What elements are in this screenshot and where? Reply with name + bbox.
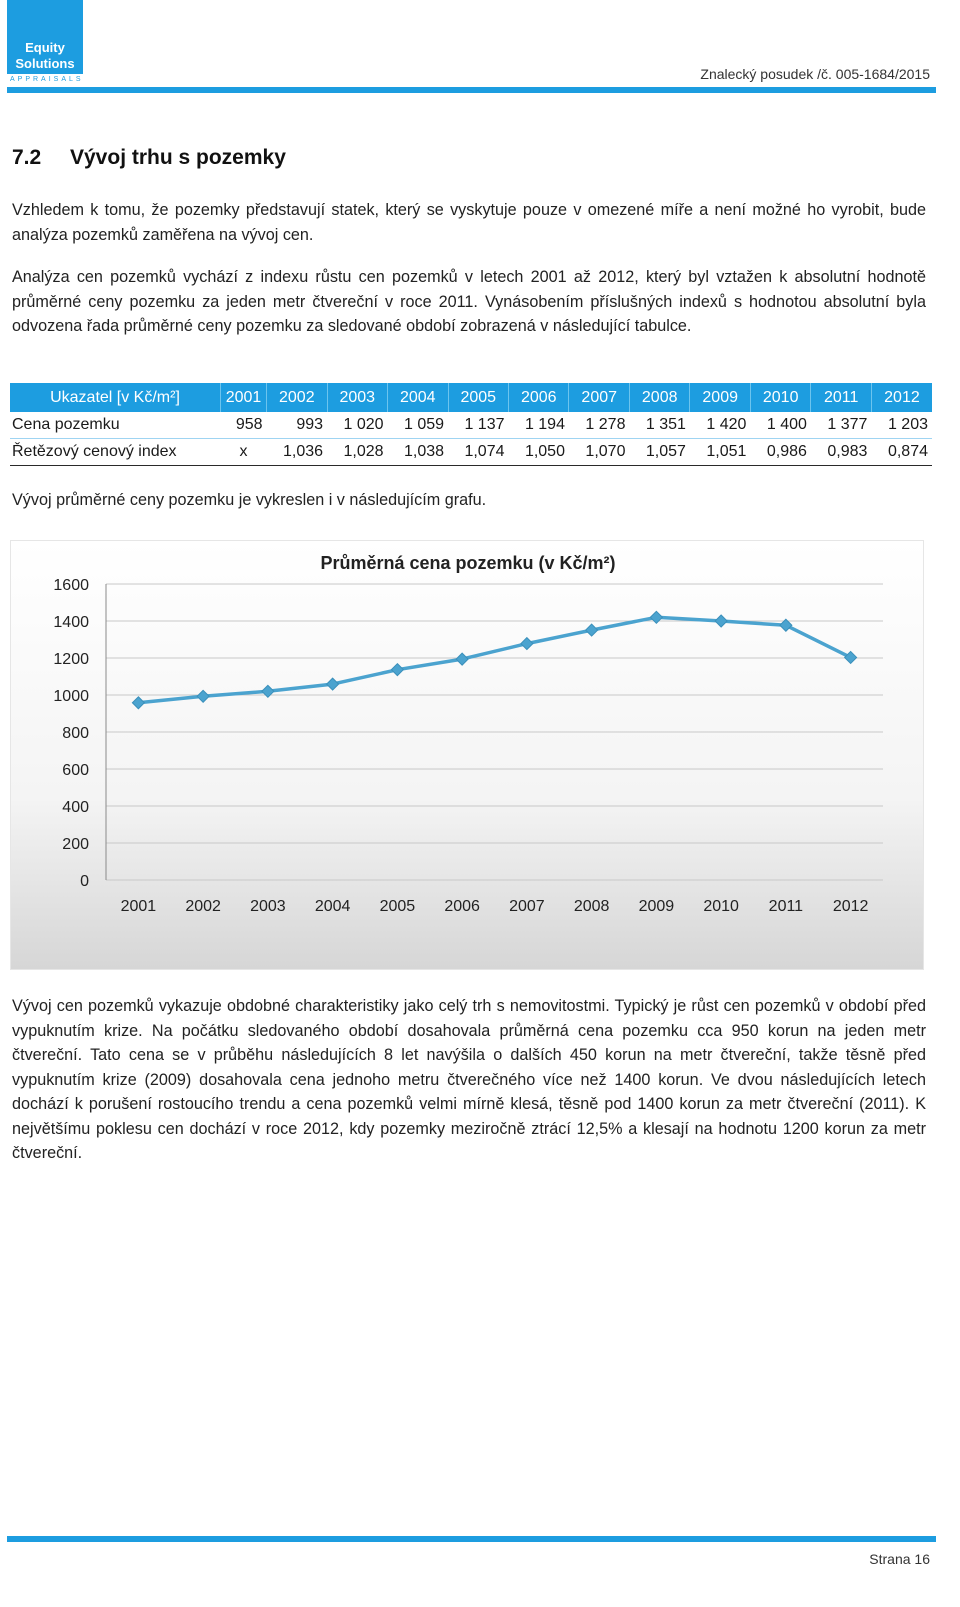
logo-line-3: APPRAISALS [7, 74, 83, 86]
table-cell: 0,986 [750, 438, 811, 466]
table-header-year: 2004 [387, 383, 449, 412]
x-tick-label: 2010 [703, 898, 739, 915]
data-point-marker [131, 696, 146, 710]
data-point-marker [520, 636, 534, 651]
logo-line-2: Solutions [15, 56, 75, 71]
section-title: Vývoj trhu s pozemky [70, 146, 286, 169]
table-cell: 1 377 [810, 412, 872, 439]
analysis-paragraph: Vývoj cen pozemků vykazuje obdobné chara… [12, 997, 926, 1162]
footer-divider [7, 1536, 936, 1542]
x-tick-label: 2002 [185, 898, 221, 915]
table-cell: 1 137 [448, 412, 509, 439]
data-point-marker [714, 614, 728, 628]
x-tick-label: 2005 [380, 898, 416, 915]
section-heading: 7.2 Vývoj trhu s pozemky [12, 146, 286, 170]
table-cell: 1,036 [266, 438, 328, 466]
table-cell: x [220, 438, 267, 466]
table-header-year: 2012 [870, 383, 932, 412]
data-point-marker [325, 677, 340, 691]
table-row: Řetězový cenový index x 1,036 1,028 1,038 1,0… [10, 438, 932, 466]
y-tick-label: 200 [62, 836, 89, 853]
table-header-year: 2003 [326, 383, 388, 412]
table-header-year: 2007 [568, 383, 630, 412]
table-header-year: 2011 [810, 383, 872, 412]
table-cell: 1 278 [568, 412, 630, 439]
y-tick-label: 600 [62, 762, 89, 779]
x-tick-label: 2006 [444, 898, 480, 915]
header-divider [7, 87, 936, 93]
table-cell: 1 020 [327, 412, 388, 439]
y-tick-label: 1400 [53, 614, 89, 631]
table-row-label: Cena pozemku [10, 412, 221, 439]
table-cell: 1,038 [387, 438, 449, 466]
section-number: 7.2 [12, 146, 42, 169]
table-header-year: 2002 [266, 383, 328, 412]
data-point-marker [649, 610, 664, 625]
x-tick-label: 2007 [509, 898, 545, 915]
table-cell: 1,028 [327, 438, 388, 466]
y-tick-label: 1200 [53, 651, 89, 668]
table-header-year: 2005 [447, 383, 509, 412]
table-cell: 1 351 [629, 412, 690, 439]
table-cell: 1,051 [689, 438, 751, 466]
price-table: Ukazatel [v Kč/m²] 2001 2002 2003 2004 2005 2… [10, 383, 932, 466]
data-point-marker [779, 618, 793, 632]
data-point-marker [455, 652, 469, 666]
x-tick-label: 2009 [639, 898, 675, 915]
y-tick-label: 400 [62, 799, 89, 816]
intro-paragraph: Vzhledem k tomu, že pozemky představují … [12, 201, 926, 244]
table-row-label: Řetězový cenový index [10, 438, 221, 466]
y-tick-label: 800 [62, 725, 89, 742]
table-cell: 1 400 [750, 412, 811, 439]
data-point-marker [261, 684, 275, 699]
x-tick-label: 2008 [574, 898, 610, 915]
document-reference: Znalecký posudek /č. 005-1684/2015 [700, 66, 930, 82]
series-line [138, 615, 852, 705]
table-cell: 1 420 [689, 412, 751, 439]
y-tick-label: 1600 [53, 577, 89, 594]
data-point-marker [843, 650, 858, 665]
table-header-row: Ukazatel [v Kč/m²] 2001 2002 2003 2004 2005 2… [10, 383, 932, 412]
table-header-year: 2001 [219, 383, 267, 412]
table-cell: 1,057 [629, 438, 690, 466]
data-point-marker [196, 689, 210, 704]
chart-title: Průměrná cena pozemku (v Kč/m²) [320, 553, 616, 573]
data-point-marker [584, 623, 599, 637]
y-tick-label: 1000 [53, 688, 89, 705]
price-chart: Průměrná cena pozemku (v Kč/m²) 0 200 400 6… [10, 540, 924, 970]
table-cell: 1 059 [387, 412, 449, 439]
data-point-marker [390, 662, 405, 677]
table-cell: 1,074 [448, 438, 509, 466]
x-tick-label: 2001 [121, 898, 157, 915]
table-cell: 0,874 [871, 438, 932, 466]
company-logo: Equity Solutions APPRAISALS [7, 0, 83, 86]
page-number: Strana 16 [869, 1551, 930, 1567]
x-tick-label: 2011 [769, 898, 804, 915]
table-cell: 1 203 [871, 412, 932, 439]
table-cell: 0,983 [810, 438, 872, 466]
logo-line-1: Equity [25, 40, 65, 55]
table-cell: 993 [266, 412, 328, 439]
table-header-year: 2006 [507, 383, 569, 412]
x-tick-label: 2003 [250, 898, 286, 915]
table-header-year: 2008 [628, 383, 690, 412]
table-cell: 1,050 [508, 438, 569, 466]
table-cell: 958 [220, 412, 267, 439]
table-row: Cena pozemku 958 993 1 020 1 059 1 137 1 194 1 … [10, 412, 932, 439]
method-paragraph: Analýza cen pozemků vychází z indexu růs… [12, 268, 926, 335]
table-header-year: 2009 [689, 383, 751, 412]
x-tick-label: 2004 [315, 898, 351, 915]
table-header-label: Ukazatel [v Kč/m²] [10, 383, 221, 412]
table-cell: 1,070 [568, 438, 630, 466]
y-tick-label: 0 [80, 873, 89, 890]
table-header-year: 2010 [749, 383, 811, 412]
x-tick-label: 2012 [833, 898, 869, 915]
chart-intro-paragraph: Vývoj průměrné ceny pozemku je vykreslen… [12, 491, 487, 509]
table-cell: 1 194 [508, 412, 569, 439]
chart-plot: 0 200 400 600 800 1000 1200 1400 1600 2001 2002 200… [53, 577, 883, 915]
